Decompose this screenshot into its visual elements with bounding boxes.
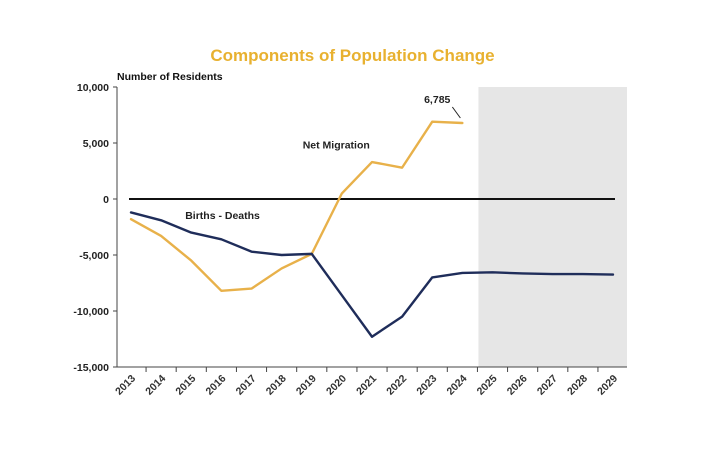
annotation-births-deaths: Births - Deaths [185, 210, 260, 222]
x-tick-label: 2014 [143, 373, 168, 398]
axes [113, 86, 627, 372]
y-tick-label: -5,000 [79, 250, 109, 262]
x-tick-label: 2027 [535, 373, 560, 398]
x-tick-label: 2020 [324, 373, 349, 398]
series-lines [129, 120, 615, 338]
series-line-births-deaths [129, 211, 615, 338]
x-tick-label: 2021 [354, 373, 379, 398]
y-tick-label: 0 [103, 194, 109, 206]
y-axis-label: Number of Residents [117, 71, 223, 83]
x-tick-label: 2028 [565, 373, 590, 398]
x-tick-label: 2023 [414, 373, 439, 398]
y-tick-label: 5,000 [83, 138, 109, 150]
x-tick-label: 2018 [264, 373, 289, 398]
annotation-net-migration: Net Migration [303, 140, 370, 152]
x-tick-label: 2015 [173, 373, 198, 398]
x-tick-label: 2019 [294, 373, 319, 398]
x-tick-label: 2029 [595, 373, 620, 398]
y-tick-label: -15,000 [73, 362, 109, 374]
x-tick-label: 2022 [384, 373, 409, 398]
annotation-last-value: 6,785 [424, 94, 450, 106]
x-tick-label: 2013 [113, 373, 138, 398]
projection-shading [478, 87, 627, 367]
series-line-net-migration [129, 120, 464, 293]
x-tick-label: 2026 [505, 373, 530, 398]
x-tick-label: 2024 [444, 373, 469, 398]
chart-title: Components of Population Change [210, 46, 495, 65]
x-tick-label: 2025 [475, 373, 500, 398]
x-tick-label: 2016 [203, 373, 228, 398]
y-tick-label: -10,000 [73, 306, 109, 318]
x-tick-label: 2017 [234, 373, 259, 398]
annotation-leader-line [451, 106, 461, 119]
y-tick-label: 10,000 [77, 82, 109, 94]
